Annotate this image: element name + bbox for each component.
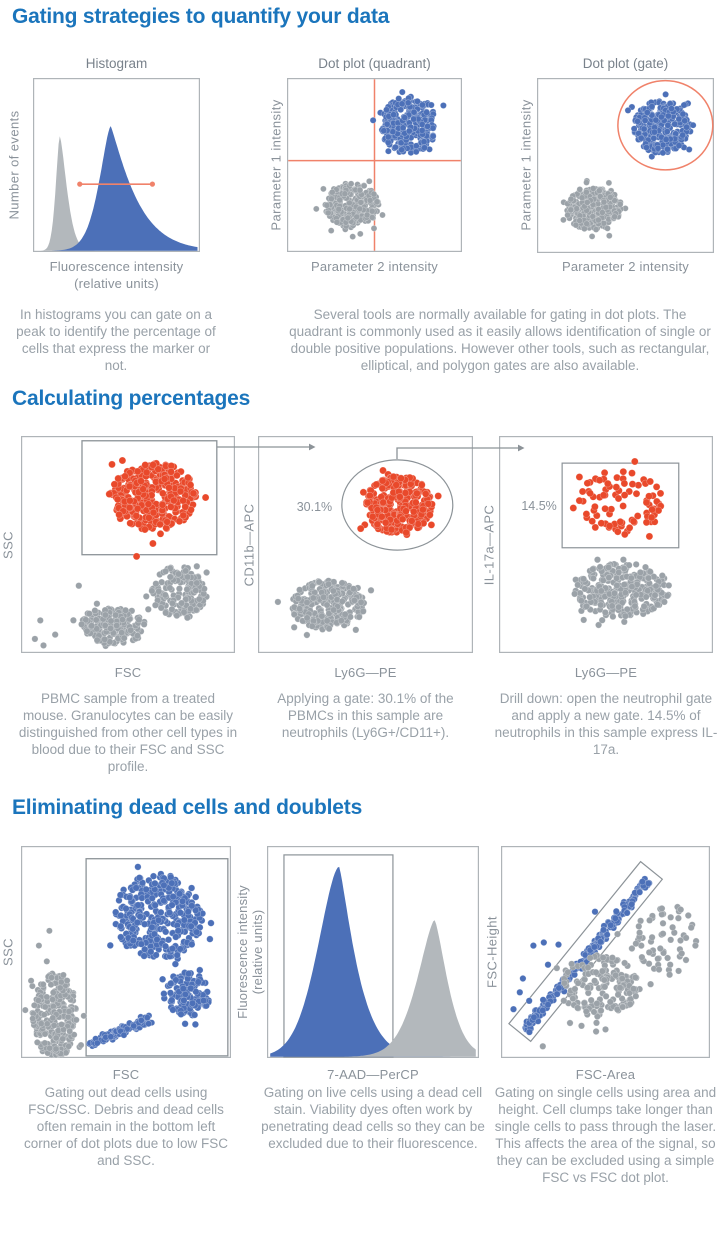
y-axis-label-ssc: SSC: [0, 531, 16, 559]
y-axis-label-number-of-events: Number of events: [6, 110, 22, 220]
plot-title-histogram: Histogram: [85, 56, 148, 71]
y-axis-label-cd11b-apc: CD11b—APC: [241, 503, 257, 587]
caption-gating-out-dead-cells: Gating out dead cells using FSC/SSC. Deb…: [23, 1085, 229, 1168]
x-axis-label-fsc-area: FSC-Area: [575, 1067, 636, 1082]
caption-drill-down: Drill down: open the neutrophil gate and…: [494, 691, 718, 757]
caption-live-cell-gating: Gating on live cells using a dead cell s…: [261, 1085, 485, 1151]
x-axis-label-parameter-2: Parameter 2 intensity: [561, 259, 690, 274]
svg-text:14.5%: 14.5%: [521, 499, 556, 513]
page-title: Gating strategies to quantify your data: [12, 5, 390, 28]
section-title-calculating-percentages: Calculating percentages: [12, 387, 251, 410]
viability-histogram-figure: [267, 846, 479, 1058]
plot-title-dot-plot-quadrant: Dot plot (quadrant): [318, 56, 431, 71]
fsc-area-height-figure: [501, 846, 710, 1058]
y-axis-label-fsc-height: FSC-Height: [484, 916, 500, 988]
y-axis-label-parameter-1: Parameter 1 intensity: [268, 99, 284, 231]
ly6g-cd11b-dot-plot-figure: 30.1%: [258, 436, 473, 653]
x-axis-label-ly6g-pe: Ly6G—PE: [334, 665, 397, 680]
caption-dot-plots: Several tools are normally available for…: [289, 307, 711, 373]
histogram-figure: [33, 78, 200, 252]
x-axis-label-ly6g-pe: Ly6G—PE: [574, 665, 638, 680]
x-axis-label-fluorescence: Fluorescence intensity (relative units): [49, 259, 184, 291]
caption-pbmc-sample: PBMC sample from a treated mouse. Granul…: [18, 691, 238, 774]
x-axis-label-fsc: FSC: [112, 1067, 140, 1082]
caption-histogram: In histograms you can gate on a peak to …: [16, 307, 216, 373]
caption-single-cell-gating: Gating on single cells using area and he…: [494, 1085, 717, 1185]
plot-title-dot-plot-gate: Dot plot (gate): [582, 56, 669, 71]
fsc-ssc-dot-plot-figure: [21, 436, 235, 653]
gate-dot-plot-figure: [537, 78, 714, 253]
quadrant-dot-plot-figure: [287, 78, 462, 252]
fsc-ssc-dead-cells-figure: [21, 846, 231, 1058]
x-axis-label-parameter-2: Parameter 2 intensity: [310, 259, 439, 274]
y-axis-label-fluorescence-intensity: Fluorescence intensity (relative units): [235, 885, 265, 1019]
ly6g-il17a-dot-plot-figure: 14.5%: [499, 436, 713, 653]
section-title-eliminating-dead-cells: Eliminating dead cells and doublets: [12, 796, 363, 819]
y-axis-label-ssc: SSC: [0, 938, 16, 966]
y-axis-label-parameter-1: Parameter 1 intensity: [518, 99, 534, 231]
x-axis-label-7aad-percp: 7-AAD—PerCP: [327, 1067, 419, 1082]
y-axis-label-il17a-apc: IL-17a—APC: [481, 504, 497, 586]
x-axis-label-fsc: FSC: [114, 665, 142, 680]
svg-text:30.1%: 30.1%: [297, 500, 332, 514]
caption-applying-gate: Applying a gate: 30.1% of the PBMCs in t…: [277, 691, 454, 740]
